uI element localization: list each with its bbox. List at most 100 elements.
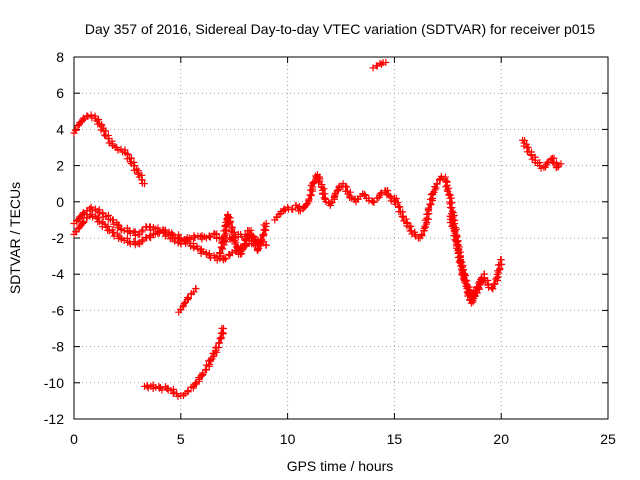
data-point — [253, 246, 261, 254]
data-point — [449, 221, 457, 229]
y-tick-label: -8 — [52, 339, 65, 355]
data-point — [130, 227, 138, 235]
data-point — [466, 287, 474, 295]
data-point — [138, 238, 146, 246]
data-point — [184, 388, 192, 396]
data-point — [382, 58, 390, 66]
data-point — [320, 185, 328, 193]
data-point — [524, 143, 532, 151]
chart-title: Day 357 of 2016, Sidereal Day-to-day VTE… — [85, 21, 595, 37]
data-point — [361, 191, 369, 199]
data-point — [417, 231, 425, 239]
y-tick-label: -4 — [52, 266, 65, 282]
data-point — [230, 228, 238, 236]
y-tick-label: 8 — [56, 49, 64, 65]
data-point — [262, 220, 270, 228]
data-point — [421, 223, 429, 231]
data-point — [320, 194, 328, 202]
data-point — [370, 198, 378, 206]
data-point — [241, 236, 249, 244]
data-point — [79, 217, 87, 225]
data-point — [71, 126, 79, 134]
data-point — [452, 237, 460, 245]
data-point — [453, 232, 461, 240]
data-point — [219, 329, 227, 337]
data-point — [262, 241, 270, 249]
data-point — [432, 184, 440, 192]
data-point — [216, 334, 224, 342]
data-point — [145, 233, 153, 241]
data-point — [74, 225, 82, 233]
data-point — [411, 231, 419, 239]
data-point — [465, 286, 473, 294]
data-point — [490, 280, 498, 288]
y-axis-label: SDTVAR / TECUs — [7, 182, 23, 294]
data-point — [327, 199, 335, 207]
data-point — [480, 270, 488, 278]
x-tick-label: 10 — [280, 431, 296, 447]
data-point — [247, 226, 255, 234]
data-point — [242, 236, 250, 244]
data-point — [456, 262, 464, 270]
data-point — [95, 213, 103, 221]
data-point — [497, 256, 505, 264]
y-tick-label: 6 — [56, 85, 64, 101]
data-point — [445, 184, 453, 192]
x-tick-label: 15 — [387, 431, 403, 447]
data-point — [110, 228, 118, 236]
data-point — [199, 370, 207, 378]
data-point — [376, 59, 384, 67]
data-point — [133, 165, 141, 173]
y-tick-label: 2 — [56, 158, 64, 174]
data-point — [184, 295, 192, 303]
data-point — [126, 240, 134, 248]
x-tick-label: 5 — [177, 431, 185, 447]
data-point — [221, 231, 229, 239]
x-axis: 0 5 10 15 20 25 — [70, 57, 616, 447]
data-point — [394, 198, 402, 206]
data-point — [220, 254, 228, 262]
data-point — [469, 291, 477, 299]
data-point — [316, 177, 324, 185]
data-point — [227, 228, 235, 236]
data-point — [343, 183, 351, 191]
data-points — [70, 58, 565, 400]
data-point — [207, 233, 215, 241]
data-point — [87, 111, 95, 119]
y-tick-label: 0 — [56, 194, 64, 210]
data-point — [489, 285, 497, 293]
data-point — [289, 206, 297, 214]
data-point — [190, 244, 198, 252]
data-point — [184, 293, 192, 301]
data-point — [196, 246, 204, 254]
data-point — [447, 194, 455, 202]
data-point — [80, 219, 88, 227]
data-point — [219, 236, 227, 244]
data-point — [488, 284, 496, 292]
data-point — [180, 300, 188, 308]
data-point — [396, 203, 404, 211]
data-point — [470, 288, 478, 296]
y-tick-label: -6 — [52, 302, 65, 318]
x-tick-label: 20 — [493, 431, 509, 447]
data-point — [305, 196, 313, 204]
data-point — [74, 216, 82, 224]
data-point — [192, 285, 200, 293]
chart-grid — [74, 57, 608, 419]
data-point — [433, 180, 441, 188]
data-point — [557, 160, 565, 168]
data-point — [225, 220, 233, 228]
data-point — [230, 237, 238, 245]
data-point — [147, 234, 155, 242]
data-point — [428, 190, 436, 198]
data-point — [259, 231, 267, 239]
data-point — [205, 361, 213, 369]
data-point — [95, 115, 103, 123]
y-tick-label: -2 — [52, 230, 65, 246]
data-point — [79, 209, 87, 217]
data-point — [295, 202, 303, 210]
data-point — [402, 215, 410, 223]
data-point — [424, 205, 432, 213]
y-tick-label: -10 — [44, 375, 64, 391]
x-axis-label: GPS time / hours — [287, 458, 394, 474]
